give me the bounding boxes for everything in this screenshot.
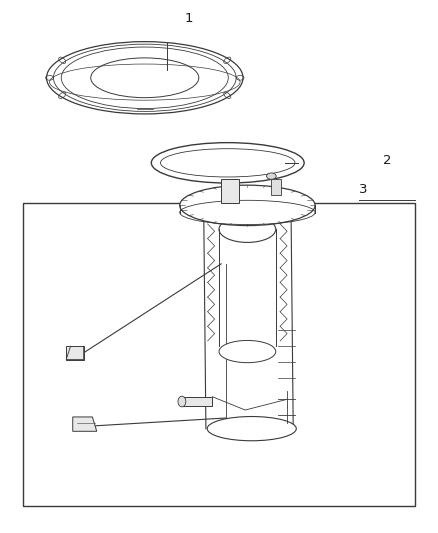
Text: 2: 2 xyxy=(383,154,391,167)
Ellipse shape xyxy=(178,396,186,407)
Bar xyxy=(182,397,212,406)
Ellipse shape xyxy=(91,58,199,98)
Ellipse shape xyxy=(267,173,276,179)
Bar xyxy=(22,203,416,506)
Ellipse shape xyxy=(219,216,276,243)
Bar xyxy=(66,346,84,360)
Bar xyxy=(221,179,239,203)
Ellipse shape xyxy=(219,341,276,362)
Ellipse shape xyxy=(160,149,295,177)
Ellipse shape xyxy=(151,143,304,183)
Bar xyxy=(272,179,281,195)
Text: 3: 3 xyxy=(359,183,367,196)
Polygon shape xyxy=(73,417,97,431)
Ellipse shape xyxy=(180,185,315,225)
Text: 1: 1 xyxy=(184,12,193,25)
Ellipse shape xyxy=(207,416,296,441)
